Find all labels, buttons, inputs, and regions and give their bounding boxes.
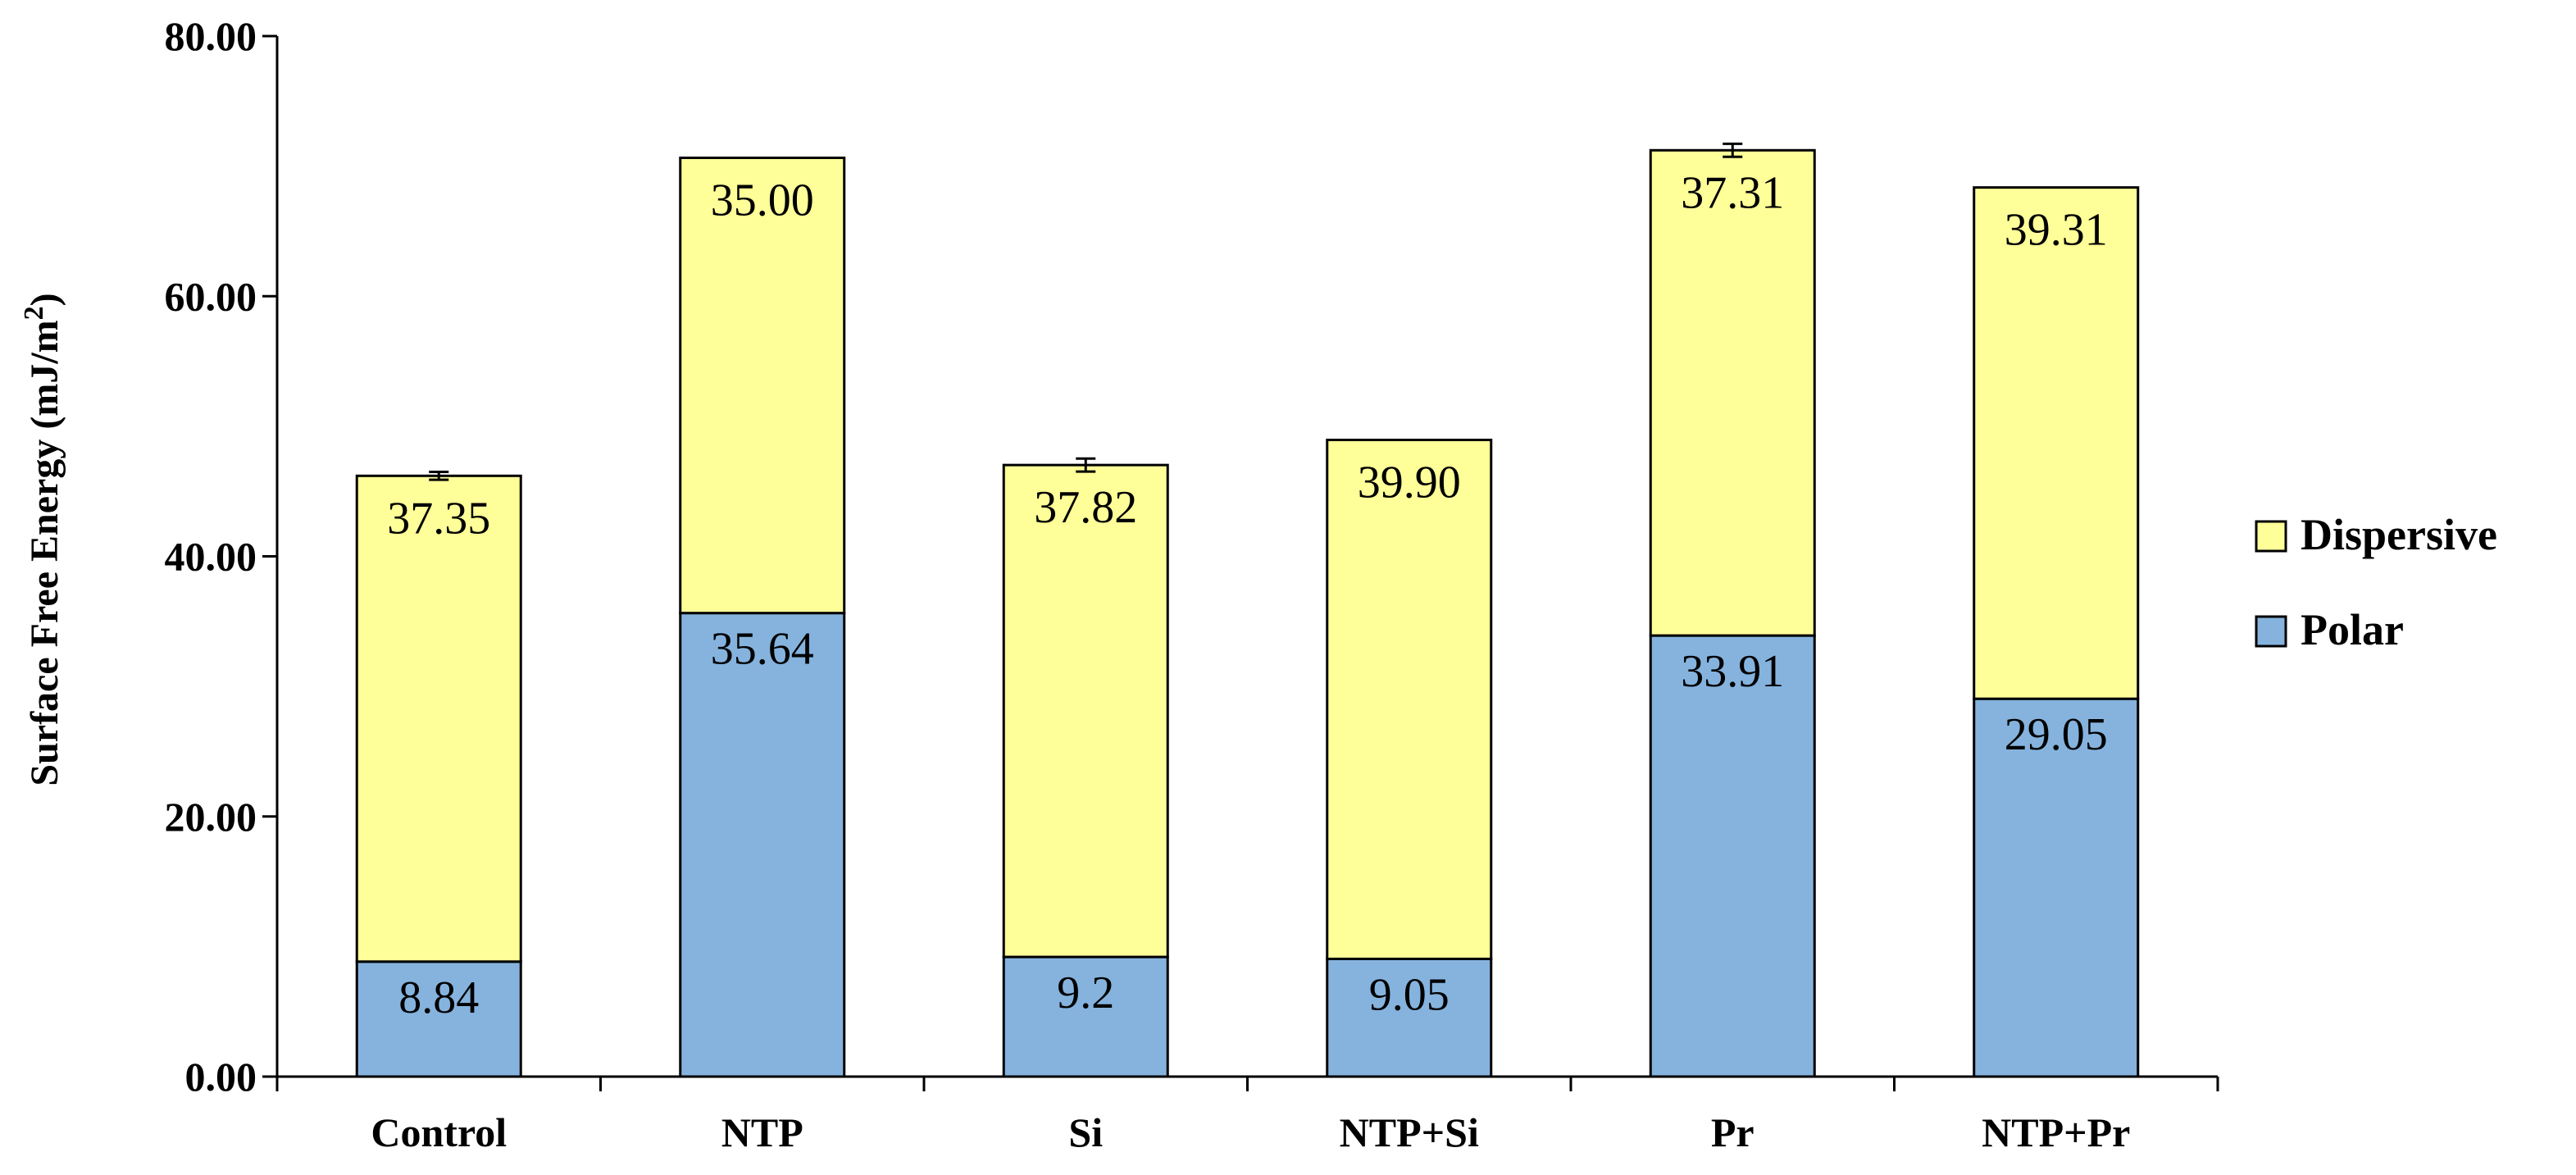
data-label-polar-3: 9.05 (1369, 969, 1450, 1020)
legend-label-polar: Polar (2301, 605, 2404, 654)
bar-polar-5 (1973, 697, 2140, 1078)
bar-polar-4 (1649, 634, 1816, 1078)
data-label-dispersive-4: 37.31 (1681, 167, 1784, 218)
y-tick-label: 80.00 (165, 13, 257, 59)
data-label-dispersive-3: 39.90 (1358, 458, 1461, 508)
bar-dispersive-3 (1326, 439, 1493, 960)
category-label-4: Pr (1711, 1109, 1755, 1155)
data-label-polar-5: 29.05 (2005, 709, 2108, 760)
axes-layer (275, 36, 2219, 1091)
data-label-polar-4: 33.91 (1681, 646, 1784, 697)
y-tick-label: 60.00 (165, 273, 257, 319)
y-axis-title: Surface Free Energy (mJ/m2) (19, 293, 66, 786)
y-tick-label: 20.00 (165, 794, 257, 840)
bars-layer (355, 142, 2140, 1078)
category-label-3: NTP+Si (1340, 1109, 1479, 1155)
legend-swatch-dispersive (2255, 520, 2287, 553)
legend-label-dispersive: Dispersive (2301, 510, 2497, 559)
y-axis-title-end: ) (23, 293, 66, 306)
data-label-polar-0: 8.84 (398, 972, 479, 1023)
legend: Dispersive Polar (2255, 510, 2497, 654)
bar-polar-0 (355, 960, 522, 1078)
data-label-dispersive-0: 37.35 (387, 493, 490, 544)
bar-dispersive-1 (679, 156, 846, 615)
y-axis-title-superscript: 2 (19, 306, 49, 320)
category-label-1: NTP (721, 1109, 803, 1155)
category-labels-layer: Control NTP Si NTP+Si Pr NTP+Pr (371, 1109, 2130, 1155)
category-label-5: NTP+Pr (1982, 1109, 2130, 1155)
data-label-dispersive-5: 39.31 (2005, 205, 2108, 256)
y-axis-ticks: 0.00 20.00 40.00 60.00 80.00 (165, 13, 277, 1100)
bar-polar-1 (679, 612, 846, 1078)
data-labels-layer: 8.84 37.35 35.64 35.00 9.2 37.82 9.05 39.90 33.9… (387, 167, 2108, 1023)
data-label-polar-2: 9.2 (1057, 968, 1114, 1018)
y-tick-label: 0.00 (185, 1054, 257, 1100)
legend-swatch-polar (2255, 615, 2287, 648)
bar-dispersive-2 (1002, 463, 1169, 959)
bar-dispersive-0 (355, 474, 522, 963)
bar-dispersive-4 (1649, 148, 1816, 637)
bar-polar-3 (1326, 957, 1493, 1078)
data-label-dispersive-2: 37.82 (1034, 482, 1137, 533)
data-label-dispersive-1: 35.00 (711, 175, 814, 225)
y-tick-label: 40.00 (165, 534, 257, 580)
category-label-2: Si (1068, 1109, 1103, 1155)
category-label-0: Control (371, 1109, 507, 1155)
data-label-polar-1: 35.64 (711, 624, 814, 675)
bar-dispersive-5 (1973, 186, 2140, 700)
